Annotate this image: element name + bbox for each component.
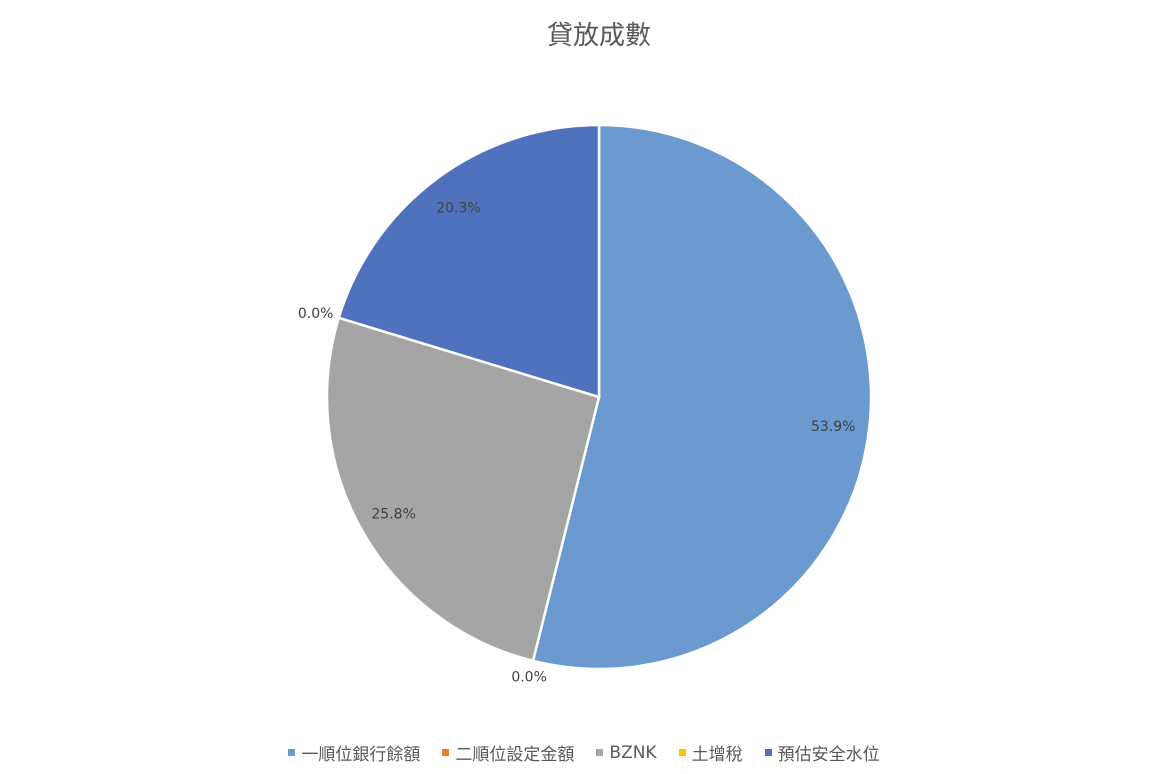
data-label-4: 20.3%: [436, 200, 480, 216]
pie-slice-0: [531, 123, 873, 671]
legend-label: 二順位設定金額: [455, 745, 575, 765]
pie-slice-2: [325, 316, 601, 663]
legend-item-4: 預估安全水位: [764, 740, 880, 765]
legend-swatch: [678, 749, 686, 756]
legend-swatch: [442, 749, 450, 756]
legend-label: 土增稅: [691, 745, 743, 765]
legend-item-0: 一順位銀行餘額: [288, 740, 420, 765]
legend-label: 一順位銀行餘額: [301, 745, 421, 765]
data-label-2: 25.8%: [371, 506, 415, 522]
pie-slice-4: [337, 123, 601, 399]
legend-swatch: [764, 749, 772, 756]
data-label-3: 0.0%: [298, 306, 334, 322]
data-label-1: 0.0%: [511, 669, 547, 685]
legend-item-2: BZNK: [596, 740, 657, 765]
legend-item-1: 二順位設定金額: [442, 740, 574, 765]
legend-label: BZNK: [609, 742, 657, 763]
legend-swatch: [288, 749, 296, 756]
legend-swatch: [596, 749, 604, 756]
chart-title: 貸放成數: [547, 21, 651, 51]
data-label-0: 53.9%: [811, 419, 855, 435]
legend-item-3: 土增稅: [678, 740, 743, 765]
legend: 一順位銀行餘額 二順位設定金額 BZNK 土增稅 預估安全水位: [0, 740, 1168, 765]
legend-label: 預估安全水位: [777, 745, 880, 765]
